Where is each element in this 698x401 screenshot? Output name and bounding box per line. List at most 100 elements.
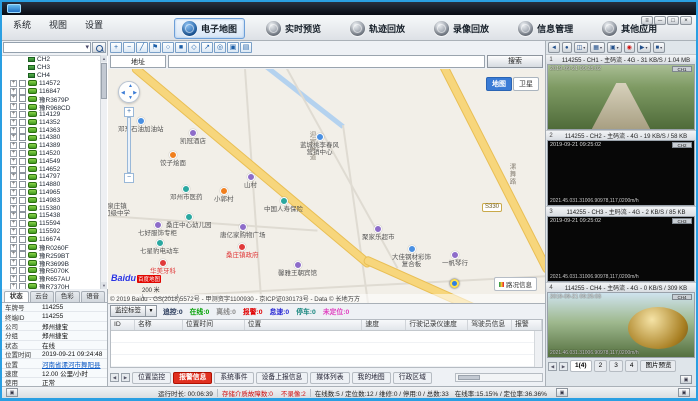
expand-icon[interactable]: + [10,79,17,87]
tree-filter-combobox[interactable] [3,42,91,53]
map-zoom-in-button[interactable]: + [124,107,134,117]
monitor-tab-报警信息[interactable]: 报警信息 [173,371,213,384]
vehicle-checkbox[interactable] [19,157,26,165]
expand-icon[interactable]: + [10,188,17,196]
tree-vehicle-item[interactable]: +114797 [2,173,108,181]
monitor-tab-行政区域[interactable]: 行政区域 [392,371,432,384]
column-header[interactable]: 行驶记录仪速度 [406,320,469,330]
map-zoom-slider[interactable]: + − [124,107,134,183]
expand-icon[interactable]: + [10,243,17,251]
horizontal-scrollbar[interactable] [455,373,543,382]
expand-icon[interactable]: + [10,134,17,142]
tree-channel-item[interactable]: CH2 [2,56,108,64]
video-page-tab-2[interactable]: 2 [593,360,608,372]
video-page-tab-1(4)[interactable]: 1(4) [570,360,592,372]
nav-button-录像回放[interactable]: 录像回放 [426,18,497,39]
video-page-tab-3[interactable]: 3 [609,360,623,372]
video-tile[interactable]: 3 114255 - CH3 - 主码流 - 4G - 2 KB/S / 85 K… [546,206,696,282]
column-header[interactable]: 位置 [245,320,363,330]
scroll-down-icon[interactable]: ▼ [101,282,107,289]
nav-button-信息管理[interactable]: 信息管理 [510,18,581,39]
vehicle-checkbox[interactable] [19,220,26,228]
rect-draw-icon[interactable]: ■ [175,42,187,53]
status-panel-icon[interactable]: ▣ [556,388,568,397]
expand-icon[interactable]: + [10,212,17,220]
vehicle-checkbox[interactable] [19,173,26,181]
tree-vehicle-item[interactable]: +114572 [2,79,108,87]
detail-tab-云台[interactable]: 云台 [29,291,54,302]
expand-icon[interactable]: + [10,204,17,212]
tree-vehicle-item[interactable]: +114352 [2,118,108,126]
expand-icon[interactable]: + [10,103,17,111]
expand-icon[interactable]: + [10,251,17,259]
layout-button[interactable]: ▦ ▾ [590,42,605,53]
panel-options-icon[interactable]: ▣ [680,375,692,384]
expand-icon[interactable]: + [10,142,17,150]
vehicle-checkbox[interactable] [19,274,26,282]
tree-vehicle-item[interactable]: +115592 [2,227,108,236]
vehicle-tree[interactable]: CH2 CH3 CH4 +114572 +116847 + 豫R3679P + 豫R968CD +… [2,55,108,289]
expand-icon[interactable]: + [10,149,17,157]
tree-vehicle-item[interactable]: +114983 [2,196,108,204]
video-content[interactable]: 2019-09-21 09:25:02 CH2 2021.45.031.31006.… [547,140,695,206]
video-tile[interactable]: 2 114255 - CH2 - 主码流 - 4G - 19 KB/S / 58 … [546,130,696,206]
column-header[interactable]: 名称 [135,320,183,330]
vehicle-checkbox[interactable] [19,259,26,267]
nav-button-轨迹回放[interactable]: 轨迹回放 [342,18,413,39]
video-content[interactable]: 2019-09-21 09:25:02 CH3 2021.45.031.31006.… [547,216,695,282]
tree-vehicle-item[interactable]: + 豫R657AU [2,274,108,283]
tree-vehicle-item[interactable]: + 豫R3679P [2,95,108,104]
monitor-tab-位置监控[interactable]: 位置监控 [132,371,172,384]
expand-icon[interactable]: + [10,157,17,165]
monitor-tag-dropdown[interactable]: 监控标签 ▼ [110,305,157,317]
expand-icon[interactable]: + [10,118,17,126]
nav-button-其他应用[interactable]: 其他应用 [594,18,665,39]
column-header[interactable]: 报警 [512,320,543,330]
search-area-icon[interactable]: ◎ [214,42,226,53]
tree-vehicle-item[interactable]: + 豫R968CD [2,103,108,112]
detail-tab-语音[interactable]: 语音 [80,291,105,302]
polygon-draw-icon[interactable]: ◇ [188,42,200,53]
play-button[interactable]: ▶ ▾ [636,42,651,53]
scroll-thumb[interactable] [458,375,480,380]
map-type-地图[interactable]: 地图 [486,77,512,91]
expand-icon[interactable]: + [10,87,17,95]
expand-icon[interactable]: + [10,173,17,181]
tree-scrollbar[interactable]: ▲ ▼ [100,55,107,289]
snapshot-button[interactable]: ▣ ▾ [606,42,622,53]
column-header[interactable]: ID [111,320,135,330]
vehicle-checkbox[interactable] [19,282,26,289]
vehicle-checkbox[interactable] [19,134,26,142]
tree-vehicle-item[interactable]: + 豫R5070K [2,266,108,275]
tree-vehicle-item[interactable]: +116674 [2,235,108,243]
status-panel-icon[interactable]: ▣ [678,388,690,397]
maximize-button[interactable]: □ [667,16,679,25]
expand-icon[interactable]: + [10,274,17,282]
tree-search-button[interactable] [92,42,106,53]
tab-next-icon[interactable]: ▶ [559,361,568,371]
detail-tab-状态[interactable]: 状态 [4,291,29,302]
tree-vehicle-item[interactable]: +114380 [2,134,108,142]
address-type-select[interactable]: 地址 [110,55,166,68]
vehicle-checkbox[interactable] [19,110,26,118]
tab-prev-icon[interactable]: ◀ [548,361,557,371]
column-header[interactable]: 速度 [362,320,407,330]
tree-vehicle-item[interactable]: +114363 [2,126,108,134]
table-scrollbar[interactable] [534,331,542,367]
nav-button-电子地图[interactable]: 电子地图 [174,18,246,39]
monitor-tab-我的地图[interactable]: 我的地图 [351,371,391,384]
scroll-thumb[interactable] [101,63,107,99]
tree-vehicle-item[interactable]: + 豫R259BT [2,251,108,260]
split-screen-button[interactable]: ◫ ▾ [573,42,589,53]
tree-vehicle-item[interactable]: +115438 [2,212,108,220]
measure-icon[interactable]: ╱ [136,42,148,53]
expand-icon[interactable]: + [10,110,17,118]
video-content[interactable]: 2019-09-21 09:25:02 CH1 [547,64,695,130]
vehicle-checkbox[interactable] [19,95,26,103]
tree-vehicle-item[interactable]: +114652 [2,165,108,173]
vehicle-checkbox[interactable] [19,142,26,150]
tree-vehicle-item[interactable]: +114520 [2,149,108,158]
style-button[interactable]: ≡ [641,16,653,25]
expand-icon[interactable]: + [10,235,17,243]
expand-icon[interactable]: + [10,227,17,235]
